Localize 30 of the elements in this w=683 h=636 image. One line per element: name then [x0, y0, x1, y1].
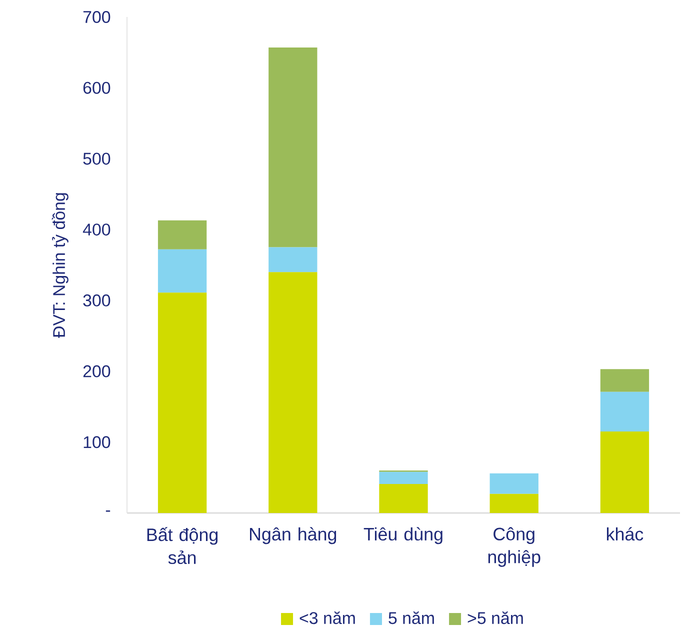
bar: [379, 484, 428, 513]
y-tick-label: 300: [83, 294, 110, 306]
bar: [268, 272, 318, 513]
bar: [379, 472, 428, 484]
x-tick-label: Tiêu dùng: [364, 527, 442, 544]
bar: [158, 220, 207, 250]
y-tick-label: -: [106, 510, 110, 512]
bar: [490, 473, 538, 494]
legend-label: >5 năm: [468, 611, 523, 624]
bar: [600, 369, 650, 392]
bar: [490, 494, 538, 513]
bar: [268, 247, 318, 272]
legend-label: 5 năm: [388, 611, 434, 624]
bar: [158, 292, 207, 513]
x-tick-label: khác: [606, 527, 644, 541]
y-tick-label: 700: [83, 10, 110, 23]
y-tick-label: 200: [83, 365, 110, 378]
bar: [158, 249, 207, 293]
bar: [600, 392, 650, 432]
y-tick-label: 500: [83, 152, 110, 165]
bar: [600, 432, 650, 513]
bar: [268, 47, 318, 248]
x-tick-label: Công nghiệp: [488, 527, 540, 567]
x-tick-label: Ngân hàng: [250, 527, 336, 544]
y-axis-title: ĐVT: Nghin tỷ đồng: [52, 193, 68, 338]
y-tick-label: 400: [82, 224, 110, 236]
y-tick-label: 100: [84, 436, 110, 448]
legend-label: <3 năm: [300, 611, 355, 624]
y-tick-label: 600: [83, 82, 110, 94]
x-tick-label: Bất động sản: [147, 527, 218, 564]
